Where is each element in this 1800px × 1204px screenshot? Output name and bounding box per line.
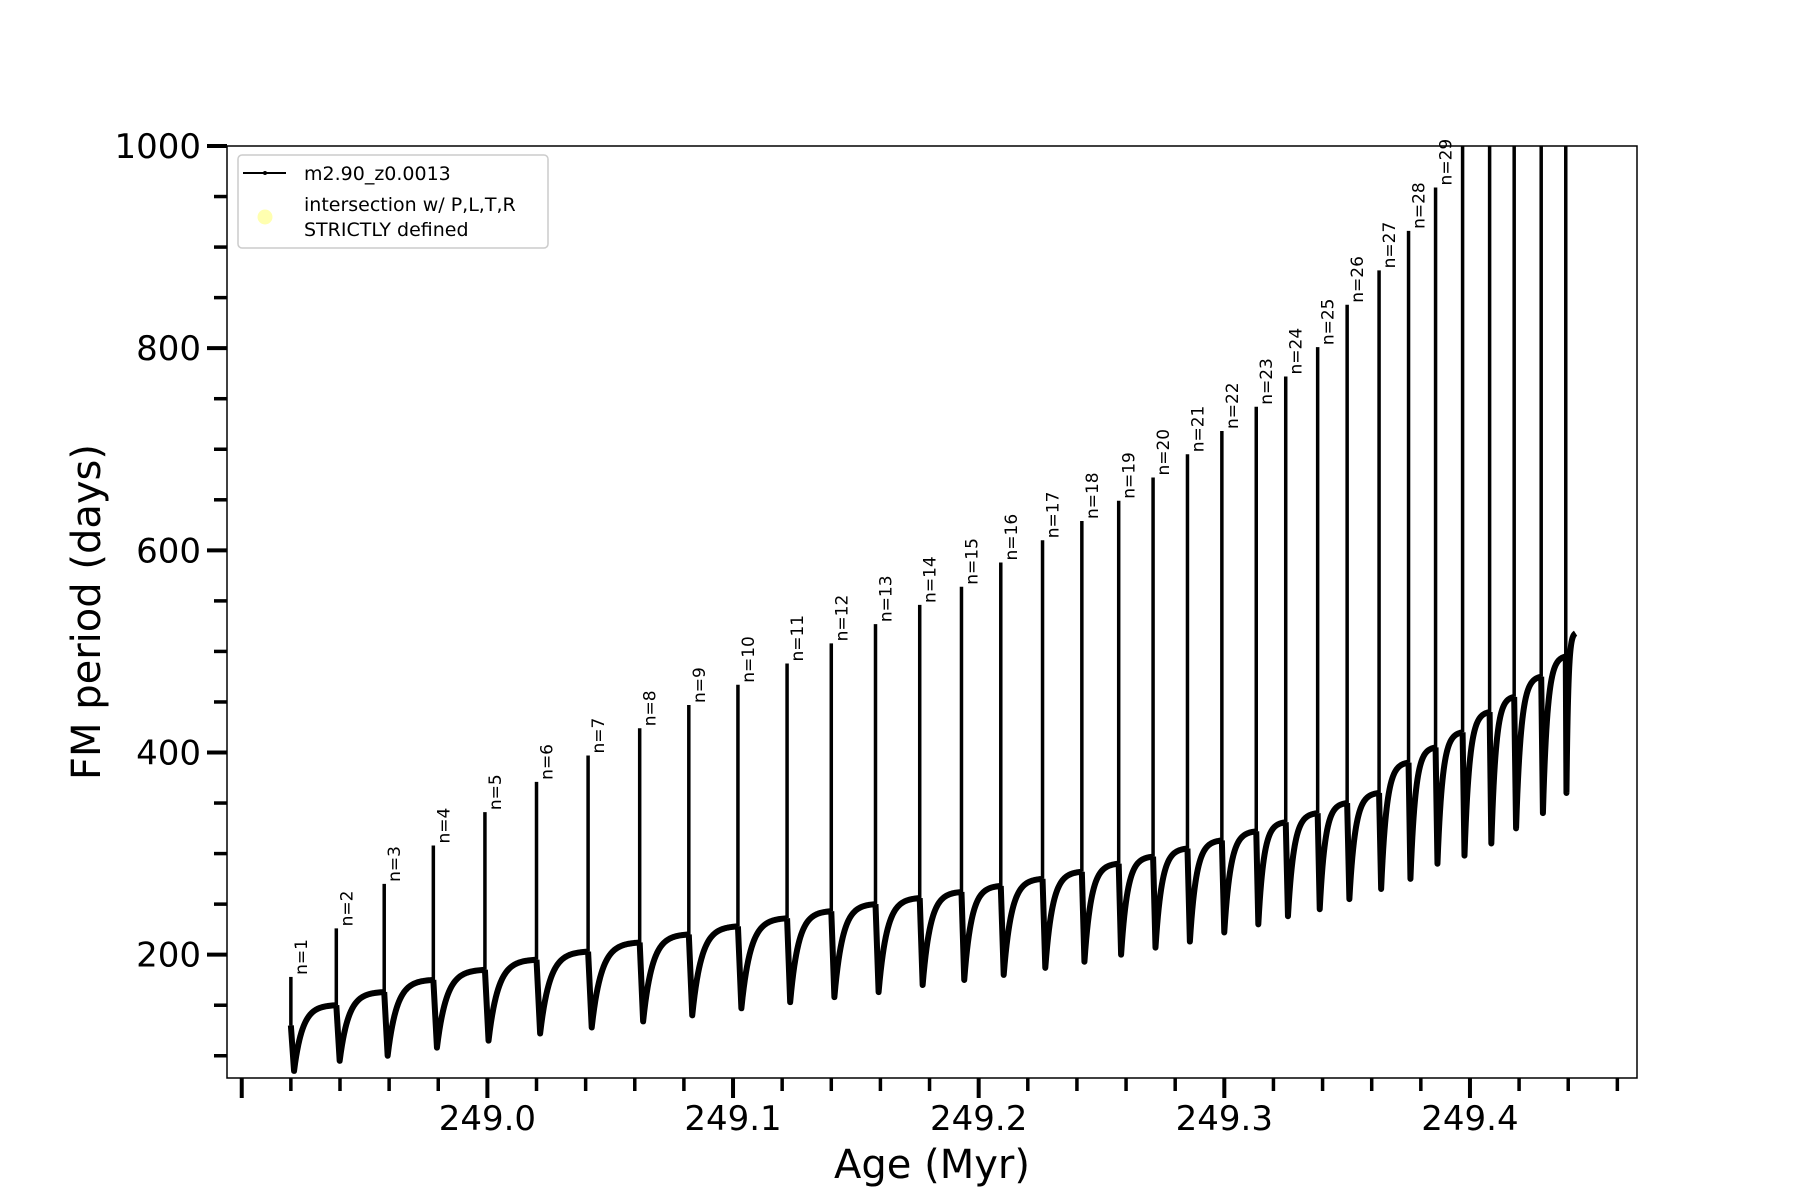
pulse-label: n=4 [434,808,454,844]
pulse-label: n=28 [1410,182,1430,229]
pulse-labels: n=1 n=2 n=3 n=4 n=5 n=6 n=7 n=8 n=9 n=10 n=11 n=12 n… [292,139,1457,975]
pulse-label: n=22 [1223,382,1243,429]
pulse-label: n=24 [1287,328,1307,375]
y-tick-label: 1000 [114,127,201,167]
pulse-label: n=15 [962,538,982,585]
pulse-label: n=2 [337,891,357,927]
pulse-label: n=3 [385,846,405,882]
y-tick-label: 600 [136,531,201,571]
plot-frame [226,145,1638,1079]
x-tick-label: 249.2 [930,1099,1027,1139]
legend: m2.90_z0.0013 intersection w/ P,L,T,R ST… [237,154,549,249]
pulse-label: n=27 [1380,222,1400,269]
pulse-label: n=21 [1188,406,1208,453]
pulse-label: n=17 [1044,492,1064,539]
pulse-label: n=12 [832,595,852,642]
axis-ticks: 200 400 600 800 1000 249.0 249.1 249.2 249.3 249.… [114,127,1620,1139]
series-m2.90_z0.0013 [287,146,1579,1074]
pulse-label: n=11 [788,615,808,662]
pulse-label: n=8 [641,690,661,726]
legend-label-intersection-2: STRICTLY defined [304,219,469,241]
pulse-label: n=5 [486,774,506,810]
legend-dot-marker [263,171,267,175]
pulse-label: n=1 [292,939,312,975]
pulse-label: n=16 [1002,514,1022,561]
legend-intersection-marker [257,209,273,225]
pulse-label: n=7 [589,718,609,754]
pulse-label: n=26 [1348,256,1368,303]
pulse-label: n=14 [921,556,941,603]
pulse-label: n=13 [877,575,897,622]
legend-label-series: m2.90_z0.0013 [304,163,451,185]
pulse-label: n=19 [1120,452,1140,499]
x-tick-label: 249.4 [1421,1099,1518,1139]
y-tick-label: 200 [136,936,201,976]
pulse-label: n=20 [1154,429,1174,476]
x-tick-label: 249.3 [1176,1099,1273,1139]
x-axis-label: Age (Myr) [834,1142,1030,1188]
legend-box [237,154,549,249]
interpulse-curve [287,630,1579,1074]
x-tick-label: 249.1 [684,1099,781,1139]
pulse-label: n=18 [1083,472,1103,519]
pulse-label: n=6 [538,744,558,780]
y-axis-label: FM period (days) [64,444,110,780]
pulse-label: n=9 [690,667,710,703]
pulse-label: n=29 [1437,139,1457,186]
legend-label-intersection-1: intersection w/ P,L,T,R [304,194,516,216]
pulse-label: n=23 [1257,358,1277,405]
pulse-label: n=25 [1319,299,1339,346]
y-tick-label: 400 [136,734,201,774]
x-tick-label: 249.0 [439,1099,536,1139]
pulse-label: n=10 [739,636,759,683]
y-tick-label: 800 [136,329,201,369]
